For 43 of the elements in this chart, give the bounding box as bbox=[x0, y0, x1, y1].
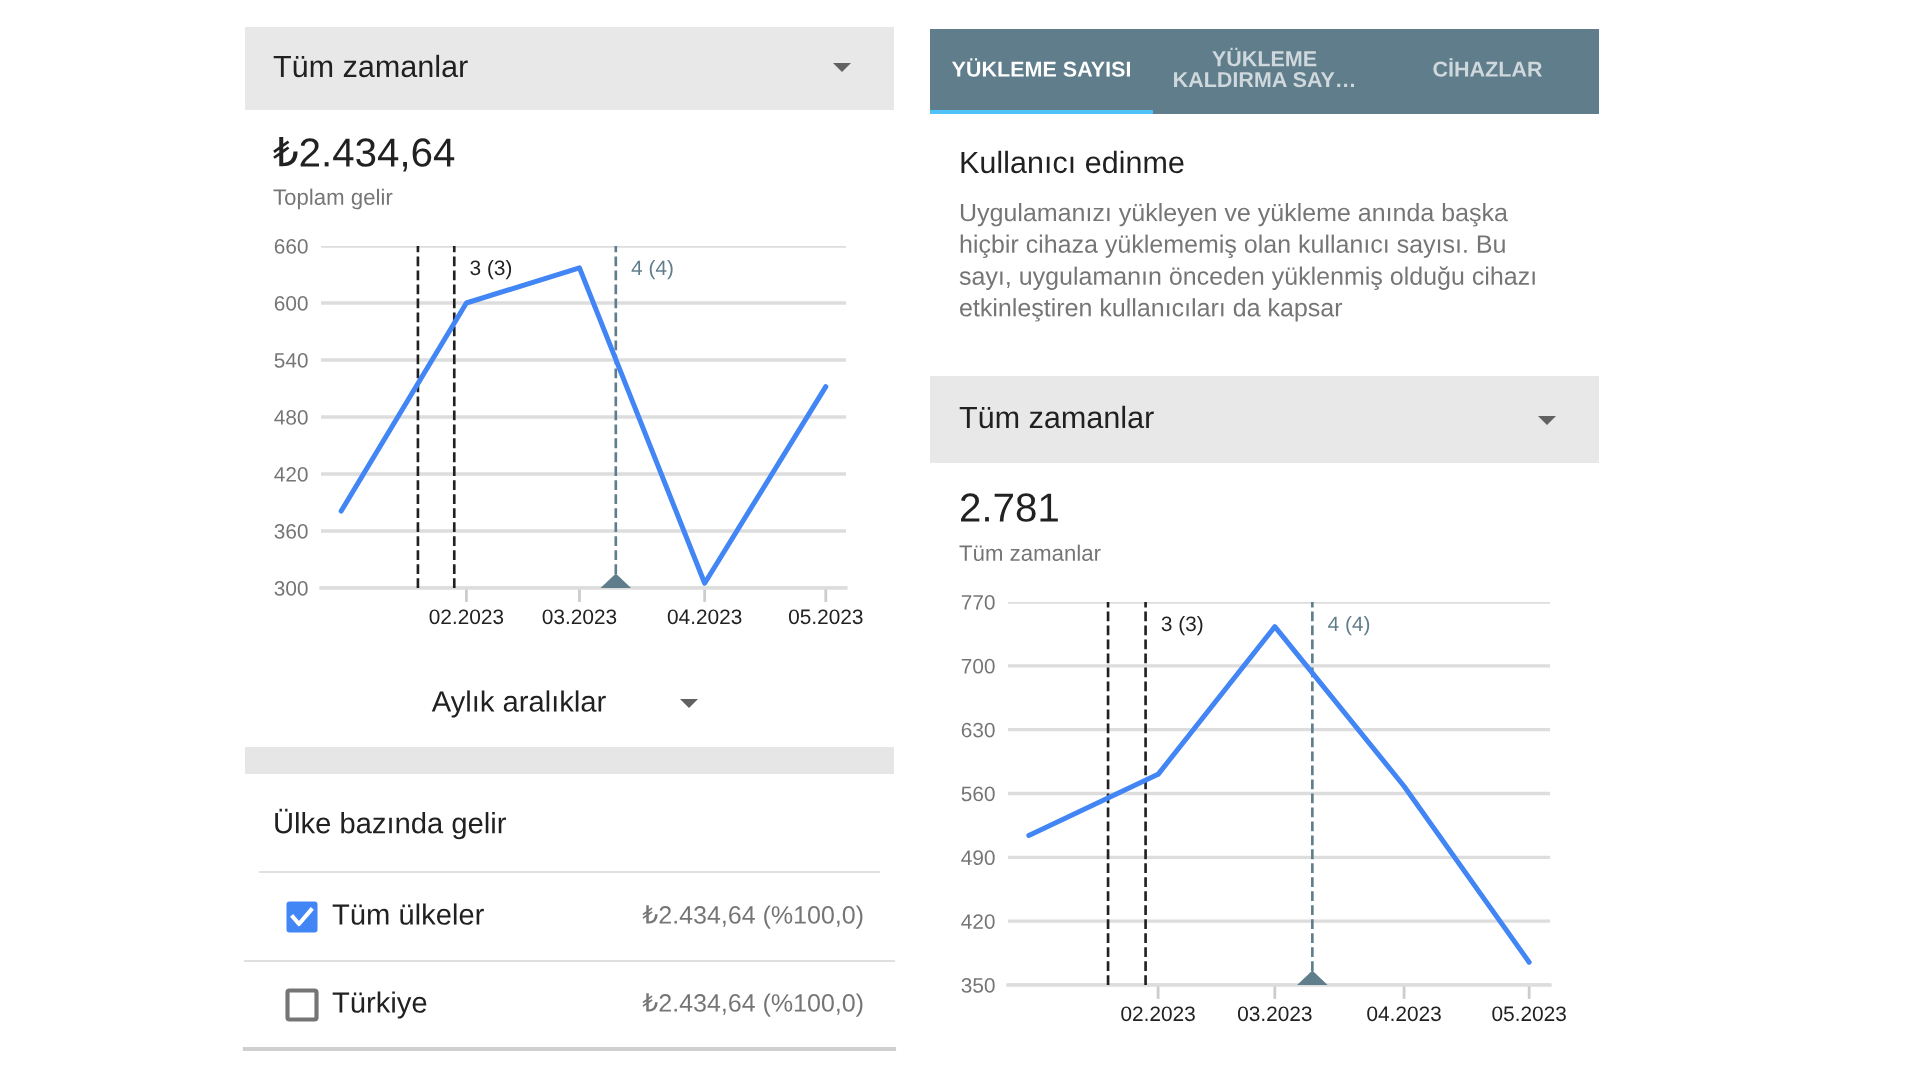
chart-subtitle: Toplam gelir bbox=[273, 188, 393, 210]
text: ₺2.434,64 (%100,0) bbox=[642, 993, 863, 1017]
y-tick-label: 600 bbox=[274, 296, 308, 311]
x-tick-label: 02.2023 bbox=[429, 609, 504, 625]
y-tick-label: 630 bbox=[961, 722, 995, 738]
y-tick-label: 770 bbox=[961, 595, 995, 610]
x-tick-label: 05.2023 bbox=[1492, 1006, 1566, 1022]
y-tick-label: 700 bbox=[961, 658, 995, 674]
text: Kullanıcı edinme bbox=[961, 150, 1184, 174]
x-tick-label: 03.2023 bbox=[542, 609, 617, 625]
text: ₺2.434,64 (%100,0) bbox=[642, 905, 863, 929]
ref-line-label: 4 (4) bbox=[1328, 615, 1370, 636]
chart-subtitle: Tüm zamanlar bbox=[959, 544, 1101, 561]
x-tick-label: 04.2023 bbox=[667, 609, 742, 625]
y-tick-label: 660 bbox=[274, 239, 308, 254]
text: Aylık aralıklar bbox=[431, 690, 606, 718]
category-label: Tüm ülkeler bbox=[332, 903, 484, 925]
y-tick-label: 350 bbox=[961, 978, 995, 993]
chart-title: 2.781 bbox=[961, 493, 1058, 522]
y-tick-label: 480 bbox=[274, 410, 308, 425]
category-label: YÜKLEME KALDIRMA SAY… bbox=[1174, 47, 1354, 88]
text: Uygulamanızı yükleyen ve yükleme anında başka hiçbir cihaza yüklememiş olan kullanıcı sayısı. Bu sayı, uygulamanın önceden yüklenmiş olduğu cihazı etkinleştiren kullanıcıları da kapsar bbox=[959, 203, 1535, 322]
y-tick-label: 490 bbox=[961, 850, 995, 866]
ref-line-label: 4 (4) bbox=[631, 259, 673, 280]
y-tick-label: 300 bbox=[274, 581, 308, 596]
y-tick-label: 360 bbox=[274, 524, 308, 539]
category-label: CİHAZLAR bbox=[1433, 58, 1543, 77]
y-tick-label: 420 bbox=[961, 914, 995, 929]
y-tick-label: 420 bbox=[274, 467, 308, 482]
x-tick-label: 04.2023 bbox=[1367, 1006, 1441, 1022]
y-tick-label: 540 bbox=[274, 353, 308, 368]
y-tick-label: 560 bbox=[961, 786, 995, 802]
category-label: YÜKLEME SAYISI bbox=[951, 58, 1130, 77]
chart-title: ₺2.434,64 bbox=[273, 136, 455, 172]
x-tick-label: 05.2023 bbox=[788, 609, 863, 625]
ref-line-label: 3 (3) bbox=[1161, 615, 1203, 636]
x-tick-label: 03.2023 bbox=[1237, 1006, 1312, 1022]
text: Ülke bazında gelir bbox=[275, 808, 506, 840]
x-tick-label: 02.2023 bbox=[1121, 1006, 1195, 1022]
text: Tüm zamanlar bbox=[273, 54, 468, 78]
text: Tüm zamanlar bbox=[959, 405, 1154, 429]
ref-line-label: 3 (3) bbox=[470, 259, 512, 280]
category-label: Türkiye bbox=[332, 991, 427, 1019]
